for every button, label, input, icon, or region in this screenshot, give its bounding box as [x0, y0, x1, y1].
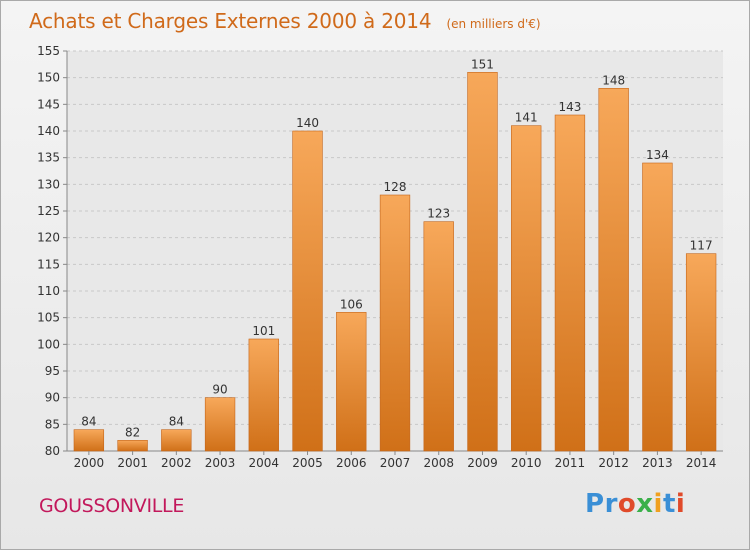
x-tick-label-2014: 2014	[686, 456, 717, 470]
y-tick-label: 105	[37, 311, 60, 325]
bar-2006	[336, 312, 367, 452]
x-tick-label-2008: 2008	[423, 456, 454, 470]
y-tick-label: 145	[37, 97, 60, 111]
y-tick-label: 90	[45, 391, 60, 405]
logo-letter: i	[675, 489, 686, 519]
y-tick-label: 135	[37, 151, 60, 165]
x-tick-label-2009: 2009	[467, 456, 498, 470]
y-tick-label: 140	[37, 124, 60, 138]
logo-letter: x	[636, 489, 654, 519]
logo-letter: o	[617, 489, 637, 519]
bar-2012	[598, 88, 629, 452]
data-label-2009: 151	[471, 57, 494, 71]
data-label-2010: 141	[515, 111, 538, 125]
bar-2000	[73, 429, 105, 452]
y-tick-label: 115	[37, 257, 60, 271]
bar-2013	[642, 162, 673, 452]
logo-letter: t	[662, 489, 676, 519]
x-tick-label-2007: 2007	[380, 456, 411, 470]
data-label-2004: 101	[252, 324, 275, 338]
y-tick-label: 130	[37, 177, 60, 191]
y-tick-label: 85	[45, 417, 60, 431]
bar-2005	[292, 130, 323, 452]
bar-2009	[467, 72, 498, 452]
data-label-2002: 84	[169, 415, 184, 429]
bar-2008	[423, 221, 454, 452]
y-tick-label: 80	[45, 444, 60, 458]
x-tick-label-2000: 2000	[74, 456, 105, 470]
proxiti-logo[interactable]: Proxiti	[585, 489, 685, 519]
y-tick-label: 125	[37, 204, 60, 218]
y-tick-label: 100	[37, 337, 60, 351]
bar-2001	[117, 440, 148, 452]
data-label-2008: 123	[427, 207, 450, 221]
data-label-2007: 128	[384, 180, 407, 194]
x-tick-label-2002: 2002	[161, 456, 192, 470]
commune-name: GOUSSONVILLE	[39, 495, 185, 517]
x-tick-label-2011: 2011	[555, 456, 586, 470]
logo-letter: i	[653, 489, 663, 519]
bar-2002	[161, 429, 192, 452]
y-tick-label: 150	[37, 71, 60, 85]
data-label-2006: 106	[340, 297, 363, 311]
x-tick-label-2004: 2004	[249, 456, 280, 470]
bar-2007	[379, 194, 411, 452]
data-label-2012: 148	[602, 73, 625, 87]
chart-subtitle: (en milliers d'€)	[446, 17, 541, 31]
x-tick-label-2012: 2012	[598, 456, 629, 470]
x-tick-label-2003: 2003	[205, 456, 236, 470]
bar-2003	[204, 397, 236, 452]
chart-title: Achats et Charges Externes 2000 à 2014	[29, 9, 432, 33]
data-label-2014: 117	[690, 239, 713, 253]
y-tick-label: 155	[37, 44, 60, 58]
y-tick-label: 95	[45, 364, 60, 378]
logo-letter: r	[604, 489, 618, 519]
data-label-2013: 134	[646, 148, 669, 162]
logo-letter: P	[585, 489, 605, 519]
bar-2011	[554, 114, 586, 452]
data-label-2003: 90	[212, 383, 227, 397]
x-tick-label-2005: 2005	[292, 456, 323, 470]
x-tick-label-2010: 2010	[511, 456, 542, 470]
title-row: Achats et Charges Externes 2000 à 2014 (…	[29, 9, 541, 33]
data-label-2005: 140	[296, 116, 319, 130]
data-label-2001: 82	[125, 425, 140, 439]
bar-2010	[511, 125, 542, 452]
x-tick-label-2006: 2006	[336, 456, 367, 470]
x-tick-label-2013: 2013	[642, 456, 673, 470]
bar-2004	[248, 338, 279, 452]
y-tick-label: 120	[37, 231, 60, 245]
data-label-2011: 143	[558, 100, 581, 114]
bar-2014	[685, 253, 717, 452]
y-tick-label: 110	[37, 284, 60, 298]
data-label-2000: 84	[81, 415, 96, 429]
x-tick-label-2001: 2001	[117, 456, 148, 470]
